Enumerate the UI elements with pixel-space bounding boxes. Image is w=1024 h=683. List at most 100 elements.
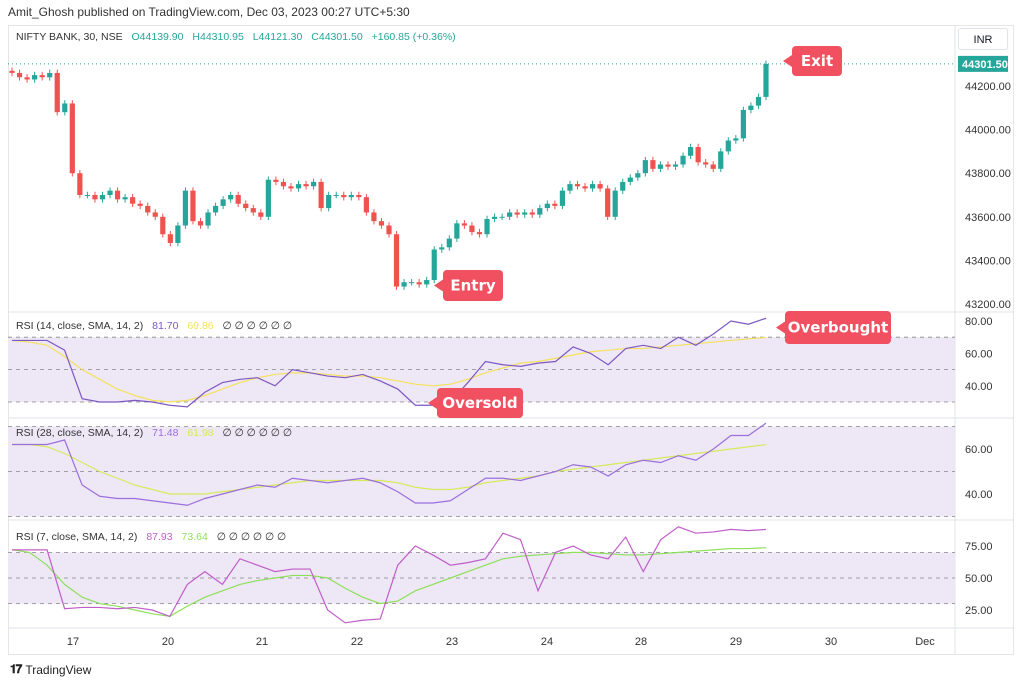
candle-body [311,181,317,187]
candle-body [461,223,467,226]
candle-body [167,234,173,243]
candle-body [122,197,128,200]
candle-body [529,212,535,215]
candle-body [499,216,505,218]
entry-arrow-icon [434,279,443,292]
candle-body [393,234,400,287]
rsi14-signal: 69.86 [187,320,214,332]
rsi28-signal: 61.98 [187,427,214,439]
candle-body [152,212,158,217]
oversold-annotation [437,388,523,418]
candle-body [280,181,287,187]
overbought-arrow-icon [776,321,785,334]
candle-body [710,164,716,169]
rsi28-zeros: ∅ ∅ ∅ ∅ ∅ ∅ [222,427,293,439]
candle-body [582,186,588,189]
ohlc-open: O44139.90 [131,31,184,43]
candle-body [476,232,483,235]
rsi14-signal-line [11,336,767,403]
candle-body [39,75,45,78]
overbought-label: Overbought [788,319,888,337]
candle-body [69,103,75,174]
candle-body [32,75,38,80]
candle-body [190,190,196,222]
rsi7-axis-tick: 25.00 [965,605,993,617]
ohlc-high: H44310.95 [192,31,244,43]
candle-body [537,208,543,215]
rsi7-signal: 73.64 [181,531,208,543]
rsi14-label: RSI (14, close, SMA, 14, 2) [16,320,144,332]
rsi7-value: 87.93 [146,531,173,543]
candle-body [597,184,603,189]
time-axis-tick: 21 [256,636,268,648]
rsi14-value: 81.70 [152,320,179,332]
time-axis-tick: 29 [730,636,742,648]
currency-button[interactable]: INR [958,28,1008,50]
candle-body [84,195,90,196]
candle-body [755,96,762,106]
exit-annotation [792,46,842,76]
candle-body [273,179,279,182]
price-axis-tick: 43400.00 [965,255,1011,267]
candle-body [356,195,362,198]
candle-body [605,188,611,217]
candle-body [363,197,369,213]
published-caption: Amit_Ghosh published on TradingView.com,… [8,5,410,19]
candle-body [431,249,437,281]
candle-body [635,173,641,178]
rsi7-label: RSI (7, close, SMA, 14, 2) [16,531,138,543]
candle-body [439,247,445,250]
footer: 𝟏𝟕 TradingView [10,662,91,677]
candle-body [559,190,566,206]
candle-body [672,164,679,167]
candle-body [401,282,407,287]
price-axis-tick: 44000.00 [965,125,1011,137]
candle-body [182,190,189,226]
candle-body [258,212,264,217]
candle-body [424,280,430,285]
candle-body [318,181,324,209]
symbol-name: NIFTY BANK, 30, NSE [16,31,123,43]
last-price-badge [958,55,1008,72]
rsi14-legend: RSI (14, close, SMA, 14, 2) 81.70 69.86 … [16,320,298,332]
candle-body [657,164,664,169]
candle-body [235,195,241,204]
candle-body [650,160,656,169]
candle-body [130,197,136,204]
candle-body [24,77,30,80]
candle-body [9,70,15,73]
rsi28-line [12,422,767,506]
ohlc-low: L44121.30 [252,31,303,43]
time-axis-tick: Dec [915,636,935,648]
rsi7-axis-tick: 75.00 [965,541,993,553]
entry-label: Entry [450,277,495,295]
rsi14-axis-tick: 80.00 [965,316,993,328]
candle-body [680,155,686,165]
candle-body [114,190,121,200]
footer-brand: TradingView [25,662,92,677]
candle-body [552,203,558,206]
rsi14-axis-tick: 60.00 [965,348,993,360]
candle-body [386,225,392,235]
candle-body [484,218,490,235]
price-axis-tick: 44200.00 [965,81,1011,93]
time-axis-tick: 24 [541,636,553,648]
candle-body [454,223,460,239]
candle-body [288,186,294,189]
ohlc-change: +160.85 (+0.36%) [371,31,456,43]
price-axis-tick: 43600.00 [965,212,1011,224]
candle-body [514,212,520,215]
overbought-annotation [785,311,891,344]
candle-body [62,103,68,113]
candle-body [627,177,633,182]
rsi14-line [12,317,767,408]
candle-body [220,199,226,206]
rsi7-axis-tick: 50.00 [965,573,993,585]
candle-body [469,225,475,233]
exit-label: Exit [801,52,833,70]
candle-body [567,184,573,191]
candle-body [378,221,385,226]
candle-body [522,212,528,215]
candle-body [718,151,724,169]
